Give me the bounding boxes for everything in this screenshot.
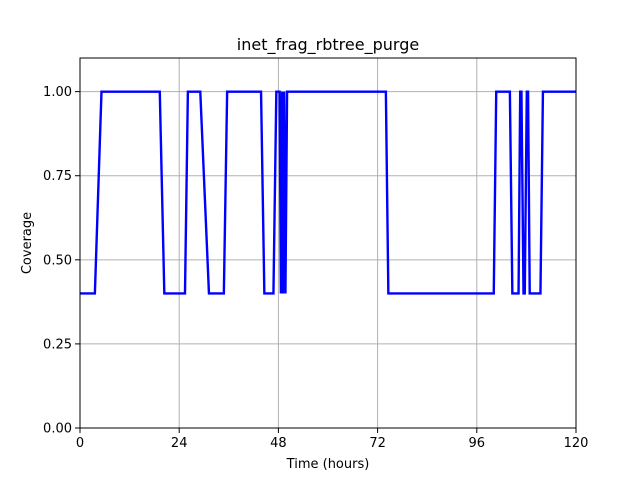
y-tick-label: 0.75 [43, 169, 72, 184]
series-layer [80, 90, 576, 295]
y-tick-label: 0.25 [43, 337, 72, 352]
axis-ticks: 0 24 48 72 96 120 0.00 0.25 0.50 0.75 1.00 [43, 85, 588, 451]
x-tick-label: 24 [171, 436, 188, 451]
x-tick-label: 72 [369, 436, 386, 451]
plot-frame [79, 57, 577, 429]
y-tick-label: 0.50 [43, 253, 72, 268]
x-tick-label: 0 [76, 436, 84, 451]
chart-title: inet_frag_rbtree_purge [237, 35, 419, 55]
x-tick-label: 120 [564, 436, 589, 451]
x-axis-label: Time (hours) [286, 457, 370, 472]
x-tick-label: 96 [469, 436, 486, 451]
y-axis-label: Coverage [20, 212, 35, 274]
coverage-series-line [80, 90, 576, 295]
y-tick-label: 0.00 [43, 422, 72, 437]
y-tick-label: 1.00 [43, 85, 72, 100]
x-tick-label: 48 [270, 436, 287, 451]
